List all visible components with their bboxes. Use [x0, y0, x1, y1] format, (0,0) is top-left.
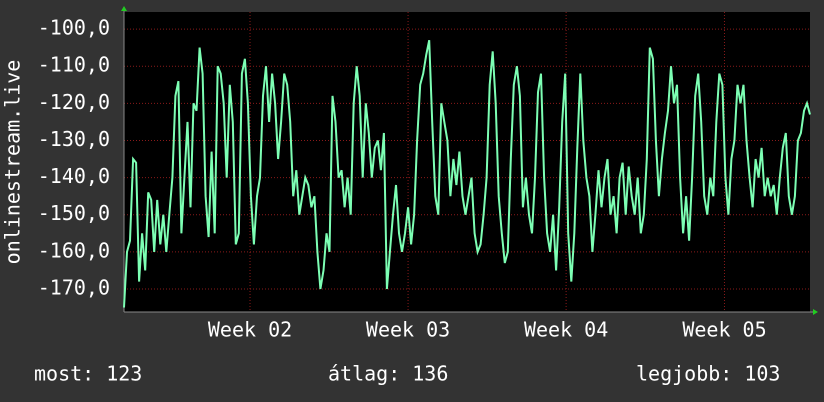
footer-value: 123: [106, 362, 142, 386]
footer-value: 103: [744, 362, 780, 386]
y-tick-label: -100,0: [38, 16, 110, 40]
x-tick-label: Week 02: [208, 318, 292, 342]
data-line: [123, 40, 811, 308]
y-tick-label: -130,0: [38, 127, 110, 151]
y-tick-label: -120,0: [38, 90, 110, 114]
x-tick-label: Week 05: [682, 318, 766, 342]
x-tick-label: Week 03: [366, 318, 450, 342]
footer-label: átlag:: [328, 362, 400, 386]
footer-value: 136: [412, 362, 448, 386]
y-tick-label: -160,0: [38, 238, 110, 262]
axis-arrow: [813, 309, 818, 315]
y-tick-label: -150,0: [38, 201, 110, 225]
y-tick-label: -110,0: [38, 53, 110, 77]
axis-arrow: [121, 6, 127, 11]
plot-area: [124, 12, 810, 312]
y-tick-label: -140,0: [38, 164, 110, 188]
footer-label: legjobb:: [636, 362, 732, 386]
y-axis-label: onlinestream.live: [1, 60, 25, 265]
y-tick-label: -170,0: [38, 275, 110, 299]
x-tick-label: Week 04: [524, 318, 608, 342]
footer-label: most:: [34, 362, 94, 386]
